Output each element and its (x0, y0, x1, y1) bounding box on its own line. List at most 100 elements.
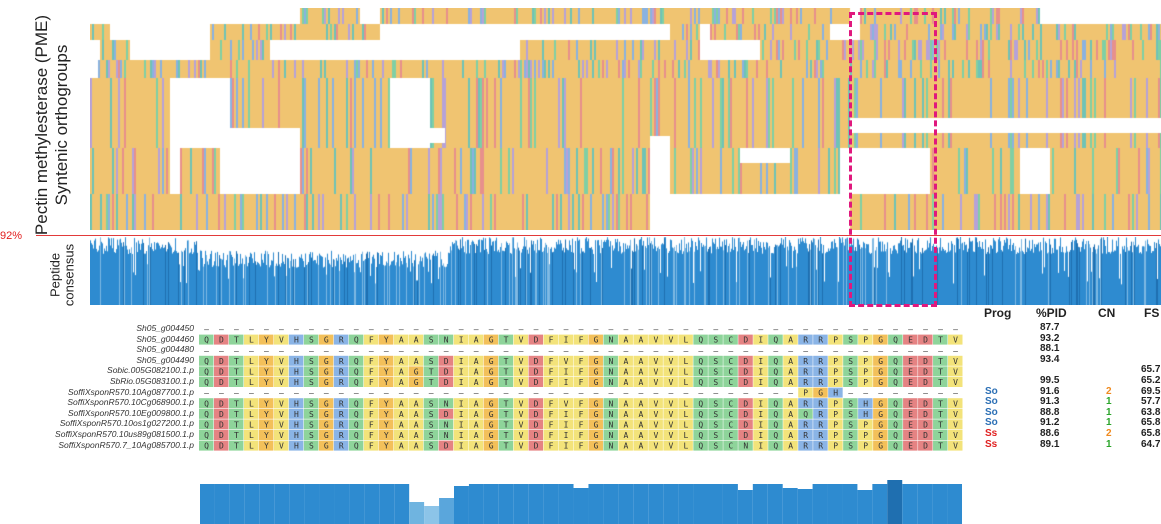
residue-letter: P (803, 389, 808, 398)
residue-cell (528, 334, 544, 345)
residue-cell (588, 377, 603, 387)
residue-cell (873, 377, 888, 387)
residue-letter: V (668, 378, 673, 387)
residue-letter: T (234, 357, 239, 366)
residue-cell (243, 430, 259, 440)
residue-cell (603, 430, 618, 440)
residue-letter: D (743, 336, 748, 345)
residue-letter: — (594, 389, 599, 398)
residue-letter: S (848, 399, 853, 408)
residue-letter: P (863, 431, 868, 440)
residue-cell (199, 398, 214, 409)
residue-letter: — (938, 389, 943, 398)
residue-letter: C (728, 410, 733, 419)
residue-cell (693, 440, 708, 451)
residue-cell (423, 419, 439, 430)
residue-letter: — (938, 325, 943, 334)
fs-value: 63.8 (1141, 406, 1161, 418)
residue-cell (213, 377, 229, 387)
residue-cell (738, 398, 753, 409)
residue-letter: F (549, 410, 554, 419)
residue-letter: Q (698, 368, 703, 377)
residue-letter: S (713, 421, 718, 430)
residue-letter: — (309, 389, 314, 398)
residue-letter: — (653, 325, 658, 334)
consensus-bar (394, 484, 410, 524)
residue-letter: — (234, 389, 239, 398)
residue-letter: D (219, 442, 224, 451)
residue-cell (363, 398, 379, 409)
residue-letter: G (324, 431, 329, 440)
prog-value: Ss (985, 427, 998, 439)
consensus-bar (454, 486, 469, 524)
residue-letter: D (444, 378, 449, 387)
residue-cell (603, 398, 618, 409)
residue-letter: G (878, 368, 883, 377)
residue-cell (588, 334, 603, 345)
residue-letter: N (609, 357, 614, 366)
residue-letter: D (923, 399, 928, 408)
residue-letter: S (309, 357, 314, 366)
residue-cell (438, 419, 454, 430)
residue-cell (633, 398, 648, 409)
residue-letter: — (534, 325, 539, 334)
residue-letter: Y (264, 410, 269, 419)
residue-letter: A (399, 378, 404, 387)
residue-letter: Y (264, 368, 269, 377)
residue-letter: A (474, 421, 479, 430)
residue-letter: A (639, 368, 644, 377)
cn-value: 1 (1106, 417, 1112, 429)
prog-value (985, 376, 998, 387)
residue-letter: Q (204, 431, 209, 440)
residue-cell (558, 430, 574, 440)
consensus-bar (334, 484, 350, 524)
residue-cell (453, 398, 469, 409)
consensus-bar (558, 484, 574, 524)
residue-cell (423, 355, 439, 366)
y-axis-label: Pectin methylesterase (PME) Syntenic ort… (22, 15, 82, 235)
residue-letter: H (294, 368, 299, 377)
residue-cell (528, 366, 544, 377)
residue-letter: V (953, 368, 958, 377)
residue-letter: V (668, 336, 673, 345)
residue-letter: Q (773, 442, 778, 451)
residue-letter: H (863, 410, 868, 419)
zoom-consensus-bars (200, 480, 962, 524)
residue-cell (693, 334, 708, 345)
residue-cell (948, 408, 963, 419)
residue-cell (363, 440, 379, 451)
residue-letter: T (504, 368, 509, 377)
residue-letter: Q (698, 421, 703, 430)
residue-letter: T (504, 431, 509, 440)
residue-cell (318, 419, 334, 430)
residue-cell (618, 366, 633, 377)
residue-letter: — (309, 346, 314, 355)
residue-cell (543, 366, 559, 377)
residue-cell (228, 355, 244, 366)
residue-letter: V (653, 399, 658, 408)
fs-value (1141, 334, 1160, 345)
residue-letter: T (504, 410, 509, 419)
residue-letter: — (609, 346, 614, 355)
residue-cell (588, 440, 603, 451)
residue-letter: A (474, 368, 479, 377)
residue-cell (513, 440, 529, 451)
residue-letter: — (204, 389, 209, 398)
residue-cell (798, 377, 813, 387)
residue-cell (888, 408, 903, 419)
consensus-bar (693, 484, 708, 524)
residue-cell (858, 430, 873, 440)
residue-letter: — (639, 325, 644, 334)
residue-letter: N (609, 421, 614, 430)
residue-letter: — (683, 346, 688, 355)
residue-letter: A (788, 336, 793, 345)
residue-letter: R (803, 336, 808, 345)
residue-letter: F (579, 410, 584, 419)
residue-letter: Y (264, 336, 269, 345)
residue-letter: Q (204, 368, 209, 377)
residue-letter: D (923, 442, 928, 451)
residue-letter: P (863, 336, 868, 345)
residue-letter: Q (354, 399, 359, 408)
residue-cell (288, 408, 304, 419)
residue-letter: D (534, 431, 539, 440)
